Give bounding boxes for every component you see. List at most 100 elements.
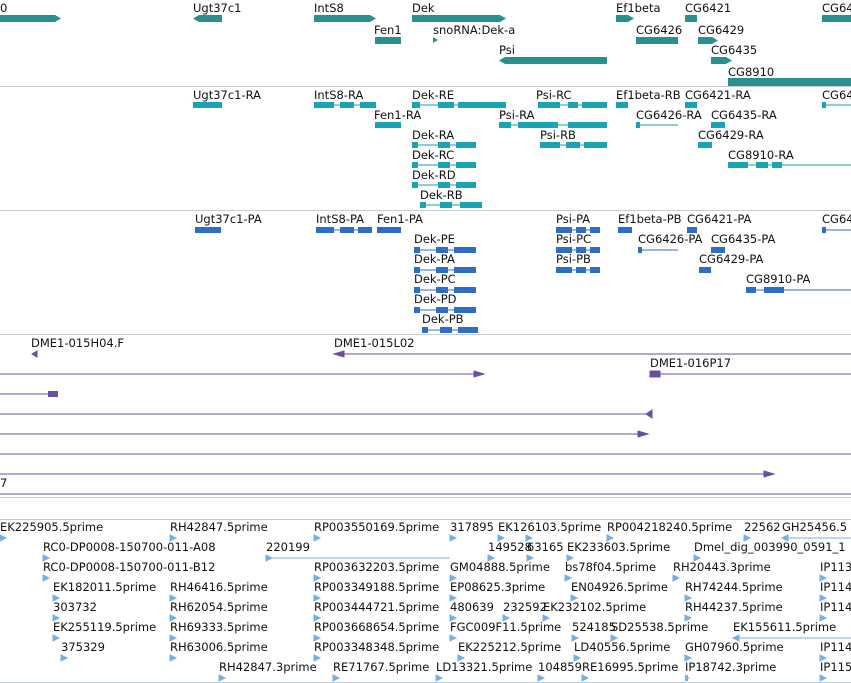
est-label[interactable]: RH62054.5prime bbox=[170, 600, 268, 614]
est-label[interactable]: RH20443.3prime bbox=[673, 560, 771, 574]
gene-label[interactable]: CG6435 bbox=[711, 43, 758, 57]
est-label[interactable]: RH42847.5prime bbox=[170, 520, 268, 534]
est-label[interactable]: RP004218240.5prime bbox=[607, 520, 733, 534]
gene-label[interactable]: CG6429 bbox=[698, 23, 745, 37]
gene-label[interactable]: Ugt37c1 bbox=[193, 1, 242, 15]
est-label[interactable]: EK182011.5prime bbox=[53, 580, 157, 594]
est-label[interactable]: 480639 bbox=[450, 600, 494, 614]
protein-label[interactable]: IntS8-PA bbox=[316, 212, 365, 226]
est-label[interactable]: 149528 bbox=[488, 540, 532, 554]
gene-label[interactable]: Fen1 bbox=[374, 23, 402, 37]
est-label[interactable]: RP003348348.5prime bbox=[314, 640, 440, 654]
est-label[interactable]: RP003668654.5prime bbox=[314, 620, 440, 634]
clone-glyphs[interactable] bbox=[0, 334, 851, 497]
est-label[interactable]: RP003550169.5prime bbox=[314, 520, 440, 534]
est-label[interactable]: EK225905.5prime bbox=[0, 520, 104, 534]
transcript-label[interactable]: Ugt37c1-RA bbox=[193, 88, 262, 102]
est-label[interactable]: LD13321.5prime bbox=[436, 660, 533, 674]
gene-label[interactable]: Dek bbox=[412, 1, 435, 15]
est-label[interactable]: IP114 bbox=[820, 640, 851, 654]
protein-label[interactable]: Dek-PA bbox=[414, 252, 455, 266]
est-label[interactable]: EK255119.5prime bbox=[53, 620, 157, 634]
gene-label[interactable]: snoRNA:Dek-a bbox=[433, 23, 516, 37]
protein-label[interactable]: Dek-PB bbox=[422, 312, 464, 326]
protein-label[interactable]: CG6435-PA bbox=[711, 232, 776, 246]
transcript-label[interactable]: CG6421-RA bbox=[685, 88, 751, 102]
transcript-label[interactable]: CG6426-RA bbox=[636, 108, 702, 122]
clone-label[interactable]: 7 bbox=[0, 476, 8, 490]
est-label[interactable]: RH74244.5prime bbox=[685, 580, 783, 594]
protein-label[interactable]: Dek-PE bbox=[414, 232, 455, 246]
est-label[interactable]: EN04926.5prime bbox=[571, 580, 668, 594]
est-label[interactable]: EK233603.5prime bbox=[567, 540, 671, 554]
est-label[interactable]: RH69333.5prime bbox=[170, 620, 268, 634]
est-label[interactable]: bs78f04.5prime bbox=[565, 560, 657, 574]
est-label[interactable]: LD40556.5prime bbox=[574, 640, 671, 654]
est-label[interactable]: 22562 bbox=[744, 520, 781, 534]
est-label[interactable]: RC0-DP0008-150700-011-A08 bbox=[43, 540, 216, 554]
transcript-label[interactable]: Dek-RA bbox=[412, 128, 455, 142]
transcript-glyphs[interactable] bbox=[0, 86, 851, 210]
est-label[interactable]: GM04888.5prime bbox=[450, 560, 550, 574]
protein-glyphs[interactable] bbox=[0, 210, 851, 334]
transcript-label[interactable]: Psi-RB bbox=[540, 128, 576, 142]
transcript-label[interactable]: Dek-RE bbox=[412, 88, 454, 102]
est-label[interactable]: 524185 bbox=[572, 620, 616, 634]
protein-label[interactable]: CG6429-PA bbox=[699, 252, 764, 266]
est-label[interactable]: RE71767.5prime bbox=[333, 660, 430, 674]
clone-label[interactable]: DME1-015H04.F bbox=[31, 336, 125, 350]
est-label[interactable]: IP113 bbox=[820, 560, 851, 574]
est-label[interactable]: Dmel_dig_003990_0591_1 bbox=[694, 540, 846, 554]
est-label[interactable]: IP115 bbox=[820, 660, 851, 674]
transcript-label[interactable]: Psi-RC bbox=[536, 88, 572, 102]
est-label[interactable]: IP114 bbox=[820, 600, 851, 614]
transcript-label[interactable]: IntS8-RA bbox=[314, 88, 364, 102]
transcript-label[interactable]: CG64 bbox=[822, 88, 851, 102]
protein-label[interactable]: Psi-PC bbox=[556, 232, 592, 246]
est-label[interactable]: RP003444721.5prime bbox=[314, 600, 440, 614]
est-label[interactable]: RH44237.5prime bbox=[685, 600, 783, 614]
est-label[interactable]: 375329 bbox=[61, 640, 105, 654]
est-label[interactable]: GH07960.5prime bbox=[685, 640, 784, 654]
est-label[interactable]: IP18742.3prime bbox=[685, 660, 777, 674]
gene-label[interactable]: CG6421 bbox=[685, 1, 732, 15]
est-label[interactable]: GH25456.5 bbox=[782, 520, 848, 534]
gene-glyphs[interactable] bbox=[0, 0, 851, 86]
est-label[interactable]: RH42847.3prime bbox=[219, 660, 317, 674]
transcript-label[interactable]: Dek-RC bbox=[412, 148, 455, 162]
gene-label[interactable]: CG6426 bbox=[636, 23, 683, 37]
transcript-label[interactable]: CG6435-RA bbox=[711, 108, 777, 122]
protein-label[interactable]: Dek-PD bbox=[414, 292, 457, 306]
est-label[interactable]: RP003349188.5prime bbox=[314, 580, 440, 594]
protein-label[interactable]: Ef1beta-PB bbox=[618, 212, 682, 226]
est-label[interactable]: RC0-DP0008-150700-011-B12 bbox=[43, 560, 216, 574]
est-label[interactable]: 63165 bbox=[527, 540, 564, 554]
transcript-label[interactable]: Psi-RA bbox=[499, 108, 535, 122]
protein-label[interactable]: Psi-PA bbox=[556, 212, 591, 226]
est-label[interactable]: EK232102.5prime bbox=[543, 600, 647, 614]
est-label[interactable]: IP114 bbox=[820, 580, 851, 594]
est-glyphs[interactable] bbox=[0, 519, 851, 683]
protein-label[interactable]: CG6426-PA bbox=[638, 232, 703, 246]
est-label[interactable]: 104859 bbox=[538, 660, 582, 674]
clone-label[interactable]: DME1-016P17 bbox=[650, 356, 732, 370]
protein-label[interactable]: CG64 bbox=[822, 212, 851, 226]
gene-label[interactable]: Ef1beta bbox=[616, 1, 661, 15]
est-label[interactable]: 317895 bbox=[450, 520, 494, 534]
gene-label[interactable]: Psi bbox=[499, 43, 515, 57]
est-label[interactable]: SD25538.5prime bbox=[611, 620, 709, 634]
gene-label[interactable]: 0 bbox=[0, 1, 8, 15]
est-label[interactable]: 232592 bbox=[503, 600, 547, 614]
protein-label[interactable]: Fen1-PA bbox=[377, 212, 423, 226]
transcript-label[interactable]: Fen1-RA bbox=[374, 108, 422, 122]
est-label[interactable]: EK155611.5prime bbox=[733, 620, 837, 634]
clone-label[interactable]: DME1-015L02 bbox=[334, 336, 415, 350]
protein-label[interactable]: CG8910-PA bbox=[746, 272, 811, 286]
est-label[interactable]: RH63006.5prime bbox=[170, 640, 268, 654]
gene-label[interactable]: CG64 bbox=[822, 1, 851, 15]
gene-label[interactable]: IntS8 bbox=[314, 1, 344, 15]
est-label[interactable]: 220199 bbox=[266, 540, 310, 554]
transcript-label[interactable]: CG6429-RA bbox=[698, 128, 764, 142]
protein-label[interactable]: CG6421-PA bbox=[687, 212, 752, 226]
protein-label[interactable]: Psi-PB bbox=[556, 252, 591, 266]
